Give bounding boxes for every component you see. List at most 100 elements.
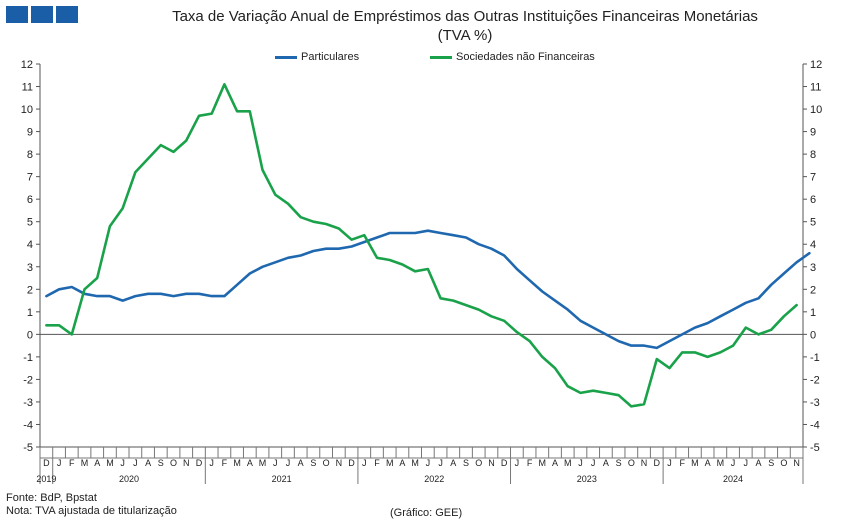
month-label: J — [744, 458, 749, 468]
year-label: 2022 — [424, 474, 444, 484]
month-label: M — [564, 458, 572, 468]
y-tick-label-right: 7 — [810, 172, 816, 184]
y-tick-label-left: 9 — [27, 127, 33, 139]
month-label: J — [362, 458, 367, 468]
month-label: M — [106, 458, 114, 468]
y-tick-label-left: 3 — [27, 262, 33, 274]
y-tick-label-right: 10 — [810, 104, 822, 116]
month-label: O — [780, 458, 787, 468]
month-label: J — [731, 458, 736, 468]
y-tick-label-right: -3 — [810, 397, 820, 409]
month-label: A — [755, 458, 761, 468]
chart-legend: Particulares Sociedades não Financeiras — [0, 51, 843, 67]
month-label: F — [527, 458, 533, 468]
y-tick-label-left: 1 — [27, 307, 33, 319]
y-tick-label-right: -1 — [810, 352, 820, 364]
month-label: O — [628, 458, 635, 468]
month-label: O — [475, 458, 482, 468]
y-tick-label-left: 5 — [27, 217, 33, 229]
year-label: 2023 — [577, 474, 597, 484]
y-tick-label-right: -4 — [810, 419, 820, 431]
month-label: J — [120, 458, 125, 468]
legend-swatch-sociedades — [430, 55, 452, 59]
y-tick-label-right: -5 — [810, 442, 820, 454]
month-label: N — [641, 458, 648, 468]
month-label: A — [94, 458, 100, 468]
month-label: M — [411, 458, 419, 468]
y-tick-label-left: 4 — [27, 239, 33, 251]
legend-item-sociedades: Sociedades não Financeiras — [430, 51, 595, 63]
legend-item-particulares: Particulares — [275, 51, 359, 63]
month-label: M — [539, 458, 547, 468]
month-label: D — [196, 458, 203, 468]
y-tick-label-left: 2 — [27, 284, 33, 296]
month-label: M — [81, 458, 89, 468]
y-tick-label-right: 0 — [810, 329, 816, 341]
month-label: F — [69, 458, 75, 468]
month-label: F — [374, 458, 380, 468]
month-label: J — [438, 458, 443, 468]
legend-label-particulares: Particulares — [301, 51, 360, 63]
y-tick-label-right: 5 — [810, 217, 816, 229]
y-tick-label-left: 6 — [27, 194, 33, 206]
month-label: A — [705, 458, 711, 468]
month-label: D — [654, 458, 661, 468]
y-tick-label-left: 10 — [21, 104, 33, 116]
series-line-sociedades-nao-financeiras — [45, 83, 798, 408]
logo-block-2 — [31, 6, 53, 23]
month-label: F — [222, 458, 228, 468]
titularization-note: Nota: TVA ajustada de titularização — [6, 505, 177, 517]
month-label: J — [209, 458, 214, 468]
y-tick-label-left: -2 — [23, 374, 33, 386]
source-note: Fonte: BdP, Bpstat — [6, 492, 97, 504]
chart-credit: (Gráfico: GEE) — [390, 507, 463, 519]
month-label: D — [43, 458, 50, 468]
month-label: O — [170, 458, 177, 468]
month-label: N — [336, 458, 343, 468]
y-tick-label-right: -2 — [810, 374, 820, 386]
y-tick-label-left: 12 — [21, 59, 33, 71]
month-label: J — [133, 458, 138, 468]
month-label: S — [616, 458, 622, 468]
month-label: A — [603, 458, 609, 468]
month-label: S — [463, 458, 469, 468]
month-label: J — [667, 458, 672, 468]
legend-label-sociedades: Sociedades não Financeiras — [456, 51, 595, 63]
bank-logo — [6, 6, 78, 23]
chart-title-line2: (TVA %) — [437, 27, 493, 44]
y-tick-label-left: 0 — [27, 329, 33, 341]
y-tick-label-right: 2 — [810, 284, 816, 296]
month-label: A — [450, 458, 456, 468]
y-tick-label-right: 1 — [810, 307, 816, 319]
y-tick-label-left: -3 — [23, 397, 33, 409]
y-tick-label-left: 11 — [22, 82, 33, 94]
month-label: M — [691, 458, 699, 468]
y-tick-label-left: -4 — [23, 419, 33, 431]
year-label: 2020 — [119, 474, 139, 484]
month-label: N — [488, 458, 495, 468]
month-label: O — [323, 458, 330, 468]
y-tick-label-right: 8 — [810, 149, 816, 161]
year-label: 2019 — [36, 474, 56, 484]
month-label: A — [247, 458, 253, 468]
y-tick-label-right: 12 — [810, 59, 822, 71]
month-label: D — [348, 458, 355, 468]
month-label: A — [552, 458, 558, 468]
month-label: J — [591, 458, 596, 468]
month-label: J — [57, 458, 62, 468]
year-label: 2021 — [272, 474, 292, 484]
month-label: A — [399, 458, 405, 468]
month-label: N — [793, 458, 800, 468]
y-tick-label-left: -5 — [23, 442, 33, 454]
month-label: N — [183, 458, 190, 468]
chart-title: Taxa de Variação Anual de Empréstimos da… — [120, 7, 810, 45]
month-label: J — [273, 458, 278, 468]
logo-block-3 — [56, 6, 78, 23]
month-label: D — [501, 458, 508, 468]
month-label: A — [145, 458, 151, 468]
month-label: A — [298, 458, 304, 468]
y-tick-label-left: 7 — [27, 172, 33, 184]
month-label: J — [578, 458, 583, 468]
y-tick-label-left: 8 — [27, 149, 33, 161]
